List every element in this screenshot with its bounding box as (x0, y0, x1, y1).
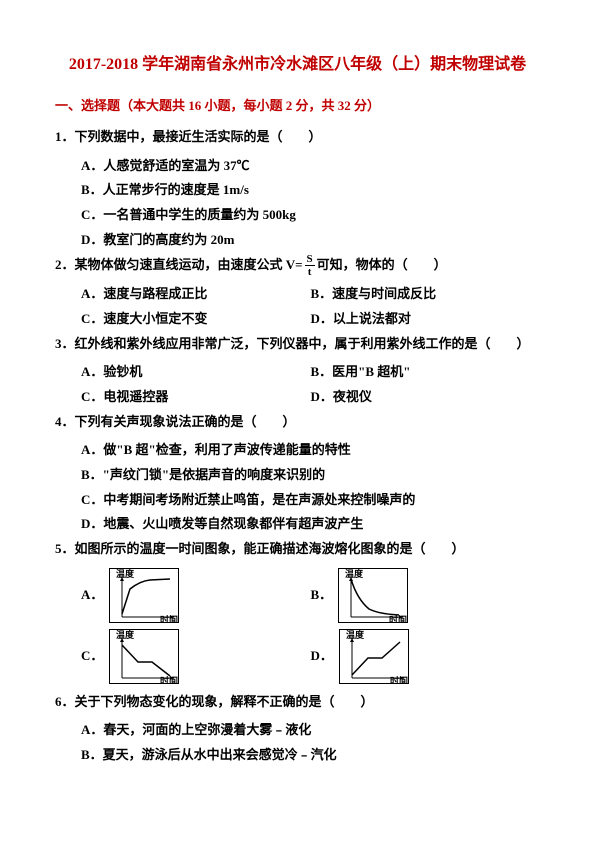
q5-option-c-label: C． (81, 644, 103, 669)
q5-b-xlabel: 时间 (389, 614, 407, 623)
q2-stem-post: 可知，物体的（ ） (317, 257, 447, 272)
q5-c-ylabel: 温度 (116, 629, 135, 640)
q1-option-d: D．教室门的高度约为 20m (55, 228, 540, 253)
q4-option-c: C．中考期间考场附近禁止鸣笛，是在声源处来控制噪声的 (55, 488, 540, 513)
q2-stem-pre: 2．某物体做匀速直线运动，由速度公式 V= (55, 257, 303, 272)
q6-stem: 6．关于下列物态变化的现象，解释不正确的是（ ） (55, 694, 374, 709)
q5-b-curve (351, 579, 399, 615)
q4-option-b: B．"声纹门锁"是依据声音的响度来识别的 (55, 463, 540, 488)
q5-d-curve (352, 642, 400, 675)
q5-a-ylabel: 温度 (116, 568, 135, 579)
q5-chart-d: 温度 时间 (339, 629, 409, 684)
q5-option-b-cell: B． 温度 时间 (311, 568, 541, 623)
exam-title: 2017-2018 学年湖南省永州市冷水滩区八年级（上）期末物理试卷 (55, 50, 540, 80)
q5-option-a-label: A． (81, 583, 103, 608)
q3-option-b: B．医用"B 超机" (311, 360, 541, 385)
q5-option-a-cell: A． 温度 时间 (81, 568, 311, 623)
q5-stem: 5．如图所示的温度一时间图象，能正确描述海波熔化图象的是（ ） (55, 541, 465, 556)
q4-option-d: D．地震、火山喷发等自然现象都伴有超声波产生 (55, 512, 540, 537)
q2-option-a: A．速度与路程成正比 (81, 282, 311, 307)
q4-stem: 4．下列有关声现象说法正确的是（ ） (55, 414, 296, 429)
q4-option-a: A．做"B 超"检查，利用了声波传递能量的特性 (55, 438, 540, 463)
q3-option-c: C．电视遥控器 (81, 385, 311, 410)
q5-chart-c: 温度 时间 (109, 629, 179, 684)
q5-d-xlabel: 时间 (390, 675, 408, 684)
question-3: 3．红外线和紫外线应用非常广泛，下列仪器中，属于利用紫外线工作的是（ ） (55, 332, 540, 357)
q1-stem: 1．下列数据中，最接近生活实际的是（ ） (55, 129, 322, 144)
q5-c-xlabel: 时间 (160, 675, 178, 684)
q5-b-ylabel: 温度 (345, 568, 364, 579)
q5-option-c-cell: C． 温度 时间 (81, 629, 311, 684)
q2-frac-den: t (305, 266, 315, 278)
q5-chart-b: 温度 时间 (338, 568, 408, 623)
q2-option-b: B．速度与时间成反比 (311, 282, 541, 307)
q3-option-d: D．夜视仪 (311, 385, 541, 410)
question-2: 2．某物体做匀速直线运动，由速度公式 V=St可知，物体的（ ） (55, 253, 540, 279)
q5-option-d-label: D． (311, 644, 333, 669)
q5-option-b-label: B． (311, 583, 333, 608)
q1-option-b: B．人正常步行的速度是 1m/s (55, 178, 540, 203)
q3-option-a: A．验钞机 (81, 360, 311, 385)
q5-c-curve (122, 645, 170, 676)
q3-stem: 3．红外线和紫外线应用非常广泛，下列仪器中，属于利用紫外线工作的是（ ） (55, 336, 530, 351)
question-1: 1．下列数据中，最接近生活实际的是（ ） (55, 125, 540, 150)
q2-option-c: C．速度大小恒定不变 (81, 307, 311, 332)
q5-chart-a: 温度 时间 (109, 568, 179, 623)
q2-option-d: D．以上说法都对 (311, 307, 541, 332)
question-6: 6．关于下列物态变化的现象，解释不正确的是（ ） (55, 690, 540, 715)
q1-option-a: A．人感觉舒适的室温为 37℃ (55, 154, 540, 179)
q6-option-a: A．春天，河面的上空弥漫着大雾﹣液化 (55, 718, 540, 743)
question-5: 5．如图所示的温度一时间图象，能正确描述海波熔化图象的是（ ） (55, 537, 540, 562)
q5-a-xlabel: 时间 (160, 614, 178, 623)
section-1-header: 一、选择题（本大题共 16 小题，每小题 2 分，共 32 分） (55, 94, 540, 119)
q1-option-c: C．一名普通中学生的质量约为 500kg (55, 203, 540, 228)
q5-a-curve (122, 579, 170, 614)
q2-frac-num: S (305, 253, 315, 266)
q6-option-b: B．夏天，游泳后从水中出来会感觉冷﹣汽化 (55, 743, 540, 768)
q5-d-ylabel: 温度 (346, 629, 365, 640)
q2-fraction: St (305, 253, 315, 278)
q5-option-d-cell: D． 温度 时间 (311, 629, 541, 684)
question-4: 4．下列有关声现象说法正确的是（ ） (55, 410, 540, 435)
